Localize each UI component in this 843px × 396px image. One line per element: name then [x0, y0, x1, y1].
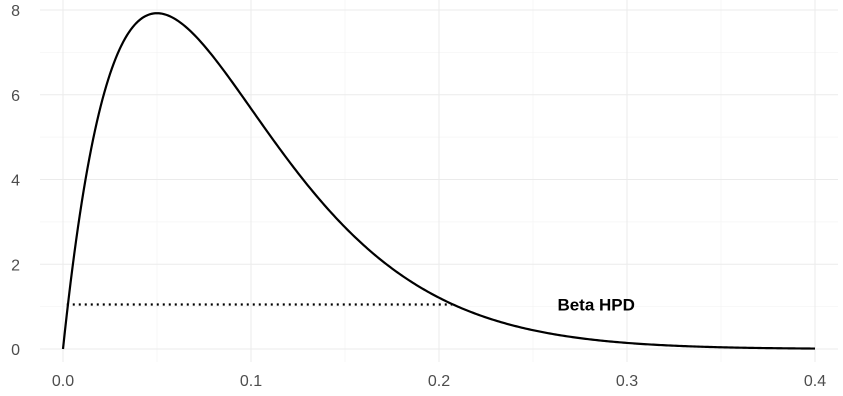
- x-tick-label: 0.4: [804, 373, 826, 390]
- x-tick-label: 0.0: [52, 373, 74, 390]
- x-axis-tick-labels: 0.0 0.1 0.2 0.3 0.4: [52, 373, 826, 390]
- y-tick-label: 8: [11, 3, 20, 20]
- y-tick-label: 0: [11, 342, 20, 359]
- major-gridlines: [40, 0, 838, 362]
- y-tick-label: 2: [11, 257, 20, 274]
- y-tick-label: 4: [11, 173, 20, 190]
- x-tick-label: 0.2: [428, 373, 450, 390]
- y-axis-tick-labels: 0 2 4 6 8: [11, 3, 20, 359]
- density-curve: [61, 12, 816, 350]
- y-tick-label: 6: [11, 88, 20, 105]
- x-tick-label: 0.3: [616, 373, 638, 390]
- hpd-annotation-label: Beta HPD: [557, 296, 634, 315]
- x-tick-label: 0.1: [240, 373, 262, 390]
